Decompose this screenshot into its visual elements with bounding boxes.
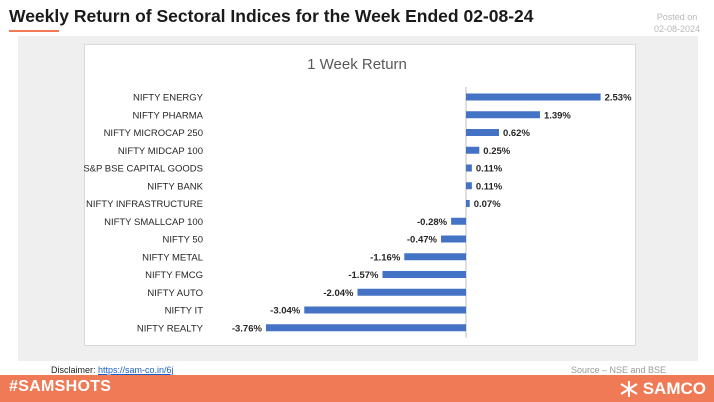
samco-logo-icon [620,381,638,397]
data-label: 0.11% [476,164,503,175]
bar [466,111,540,119]
bar [466,182,472,190]
data-label: -3.76% [232,323,263,334]
disclaimer-link[interactable]: https://sam-co.in/6j [98,365,174,375]
data-label: 1.39% [544,110,571,121]
category-label: NIFTY MICROCAP 250 [104,128,203,139]
category-label: NIFTY AUTO [147,288,203,299]
bar [404,253,466,261]
chart-title: 1 Week Return [307,56,407,73]
brand-name: SAMCO [642,379,706,398]
data-label: 0.07% [474,199,501,210]
bar [466,200,470,207]
data-label: -1.16% [370,252,401,263]
category-label: S&P BSE CAPITAL GOODS [83,164,203,175]
bar [466,129,499,136]
bar [382,271,466,278]
source-note: Source – NSE and BSE [570,365,666,375]
category-label: NIFTY PHARMA [132,110,203,121]
category-label: NIFTY MIDCAP 100 [118,146,203,157]
category-label: NIFTY IT [165,306,204,317]
data-label: -0.47% [407,235,438,246]
hashtag: #SAMSHOTS [9,378,112,395]
category-label: NIFTY SMALLCAP 100 [104,217,203,228]
category-label: NIFTY REALTY [137,323,204,334]
bar [466,164,472,172]
data-label: 0.25% [483,146,510,157]
posted-label: Posted on [656,12,698,22]
data-label: 2.53% [605,93,632,104]
posted-date: 02-08-2024 [653,24,700,34]
category-label: NIFTY FMCG [145,270,203,281]
data-label: 0.11% [476,181,503,192]
brand-logo: SAMCO [619,379,706,399]
title-underline [9,30,59,32]
data-label: 0.62% [503,128,530,139]
category-label: NIFTY BANK [147,181,203,192]
bar [304,306,466,314]
data-label: -1.57% [348,270,379,281]
disclaimer-label: Disclaimer: [51,365,99,375]
category-label: NIFTY METAL [142,252,203,263]
disclaimer: Disclaimer: https://sam-co.in/6j [51,365,174,375]
category-label: NIFTY ENERGY [133,93,204,104]
category-label: NIFTY INFRASTRUCTURE [86,199,203,210]
data-label: -2.04% [323,288,354,299]
footer-bar: #SAMSHOTS SAMCO [0,375,714,402]
bar [265,324,466,332]
bar [451,217,466,225]
category-label: NIFTY 50 [163,235,203,246]
bar [357,288,466,296]
data-label: -3.04% [270,306,301,317]
bar [466,146,480,154]
page-title: Weekly Return of Sectoral Indices for th… [9,6,534,26]
posted-info: Posted on 02-08-2024 [654,11,700,35]
bar [440,235,466,243]
bar [466,93,601,101]
data-label: -0.28% [417,217,448,228]
